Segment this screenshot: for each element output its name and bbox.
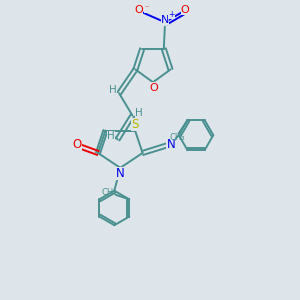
Text: N: N (167, 138, 175, 151)
Text: ⁻: ⁻ (144, 4, 148, 13)
Text: O: O (149, 82, 158, 93)
Text: H: H (107, 131, 115, 141)
Text: O: O (134, 5, 143, 15)
Text: CH₃: CH₃ (102, 188, 117, 197)
Text: N: N (116, 167, 125, 180)
Text: O: O (73, 138, 82, 151)
Text: N: N (161, 15, 169, 25)
Text: CH₃: CH₃ (169, 133, 185, 142)
Text: O: O (181, 5, 189, 15)
Text: H: H (135, 108, 143, 118)
Text: S: S (131, 118, 139, 130)
Text: +: + (168, 10, 175, 19)
Text: H: H (109, 85, 116, 95)
